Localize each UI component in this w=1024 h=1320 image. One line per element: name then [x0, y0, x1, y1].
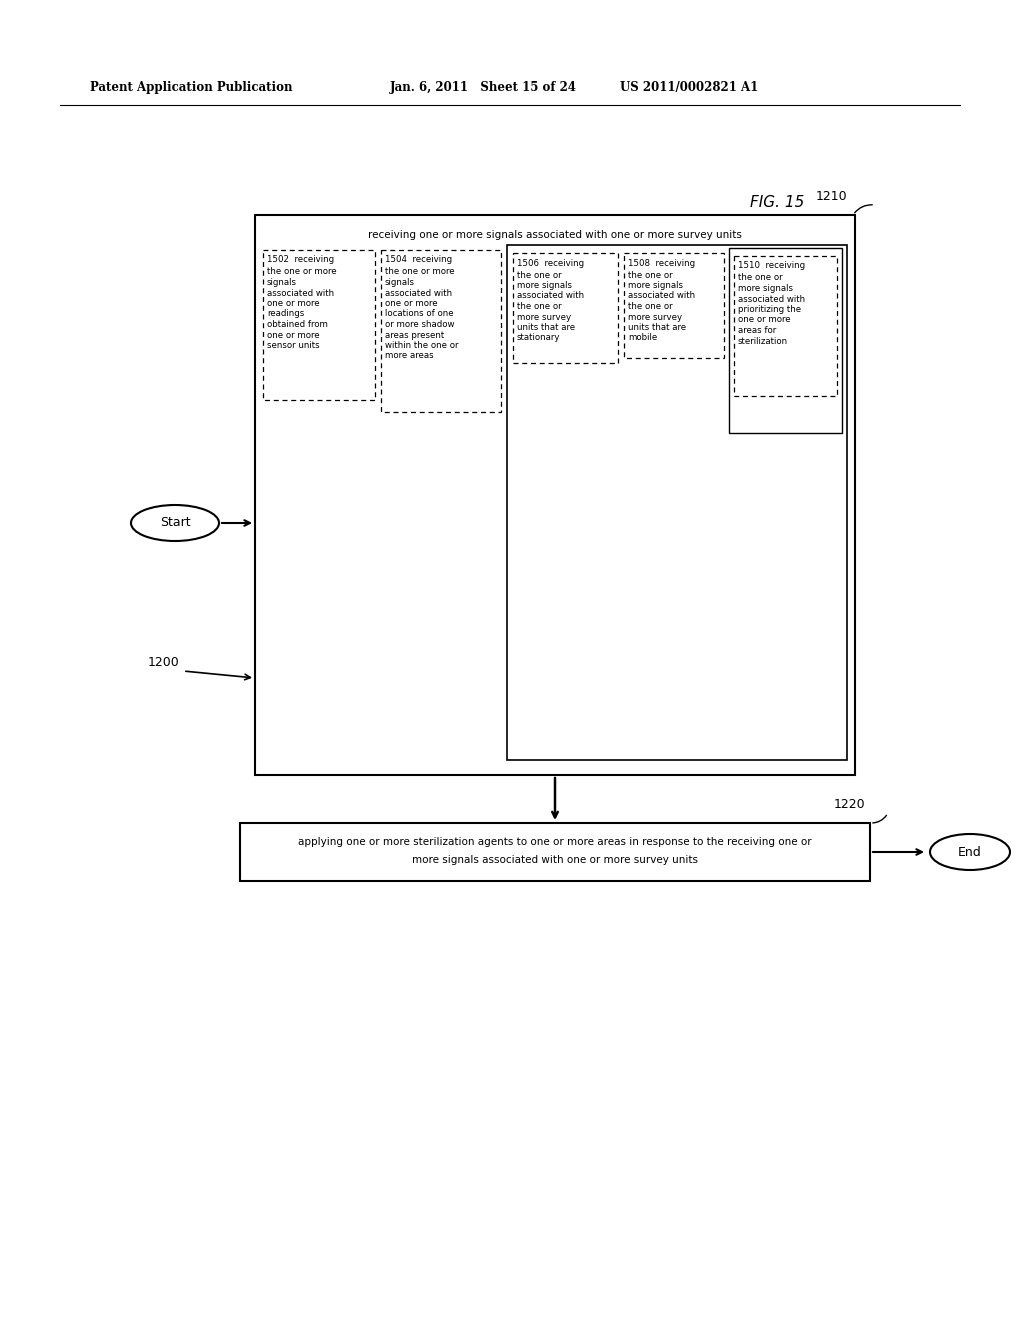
Text: more signals associated with one or more survey units: more signals associated with one or more… [412, 855, 698, 865]
Text: more signals: more signals [628, 281, 683, 290]
Text: the one or more: the one or more [385, 268, 455, 276]
Bar [263, 249, 375, 400]
Text: the one or more: the one or more [267, 268, 337, 276]
Bar [255, 215, 855, 775]
Text: units that are: units that are [517, 323, 575, 333]
Text: receiving one or more signals associated with one or more survey units: receiving one or more signals associated… [368, 230, 742, 240]
Text: readings: readings [267, 309, 304, 318]
Text: FIG. 15: FIG. 15 [750, 195, 805, 210]
Text: mobile: mobile [628, 334, 657, 342]
Text: one or more: one or more [385, 300, 437, 308]
Ellipse shape [131, 506, 219, 541]
Text: prioritizing the: prioritizing the [738, 305, 801, 314]
Text: 1210: 1210 [815, 190, 847, 203]
Text: the one or: the one or [628, 302, 673, 312]
Text: one or more: one or more [267, 330, 319, 339]
Text: associated with: associated with [385, 289, 453, 297]
Text: more areas: more areas [385, 351, 433, 360]
Text: obtained from: obtained from [267, 319, 328, 329]
Text: 1504  receiving: 1504 receiving [385, 256, 453, 264]
Text: signals: signals [385, 279, 415, 286]
Bar [734, 256, 837, 396]
Text: areas for: areas for [738, 326, 776, 335]
Text: sensor units: sensor units [267, 341, 319, 350]
Text: 1200: 1200 [148, 656, 180, 669]
Text: the one or: the one or [517, 302, 561, 312]
Text: more signals: more signals [738, 284, 793, 293]
Text: End: End [958, 846, 982, 858]
Text: signals: signals [267, 279, 297, 286]
Text: 1506  receiving: 1506 receiving [517, 259, 584, 268]
Bar [507, 246, 847, 760]
Text: one or more: one or more [267, 300, 319, 308]
Text: associated with: associated with [628, 292, 695, 301]
Text: 1220: 1220 [834, 799, 865, 810]
Text: more survey: more survey [517, 313, 571, 322]
Text: the one or: the one or [738, 273, 782, 282]
Text: Jan. 6, 2011   Sheet 15 of 24: Jan. 6, 2011 Sheet 15 of 24 [390, 82, 577, 95]
Text: within the one or: within the one or [385, 341, 459, 350]
Text: stationary: stationary [517, 334, 560, 342]
Text: sterilization: sterilization [738, 337, 788, 346]
Ellipse shape [930, 834, 1010, 870]
Text: associated with: associated with [267, 289, 334, 297]
Text: US 2011/0002821 A1: US 2011/0002821 A1 [620, 82, 758, 95]
Text: Start: Start [160, 516, 190, 529]
Text: one or more: one or more [738, 315, 791, 325]
Bar [240, 822, 870, 880]
Text: more survey: more survey [628, 313, 682, 322]
Text: associated with: associated with [738, 294, 805, 304]
Bar [513, 253, 618, 363]
Text: more signals: more signals [517, 281, 572, 290]
Text: 1508  receiving: 1508 receiving [628, 259, 695, 268]
Text: areas present: areas present [385, 330, 444, 339]
Text: units that are: units that are [628, 323, 686, 333]
Text: associated with: associated with [517, 292, 584, 301]
Text: or more shadow: or more shadow [385, 319, 455, 329]
Text: 1502  receiving: 1502 receiving [267, 256, 334, 264]
Bar [729, 248, 842, 433]
Text: Patent Application Publication: Patent Application Publication [90, 82, 293, 95]
Bar [381, 249, 501, 412]
Bar [624, 253, 724, 358]
Text: the one or: the one or [517, 271, 561, 280]
Text: applying one or more sterilization agents to one or more areas in response to th: applying one or more sterilization agent… [298, 837, 812, 847]
Text: the one or: the one or [628, 271, 673, 280]
Text: locations of one: locations of one [385, 309, 454, 318]
Text: 1510  receiving: 1510 receiving [738, 261, 805, 271]
